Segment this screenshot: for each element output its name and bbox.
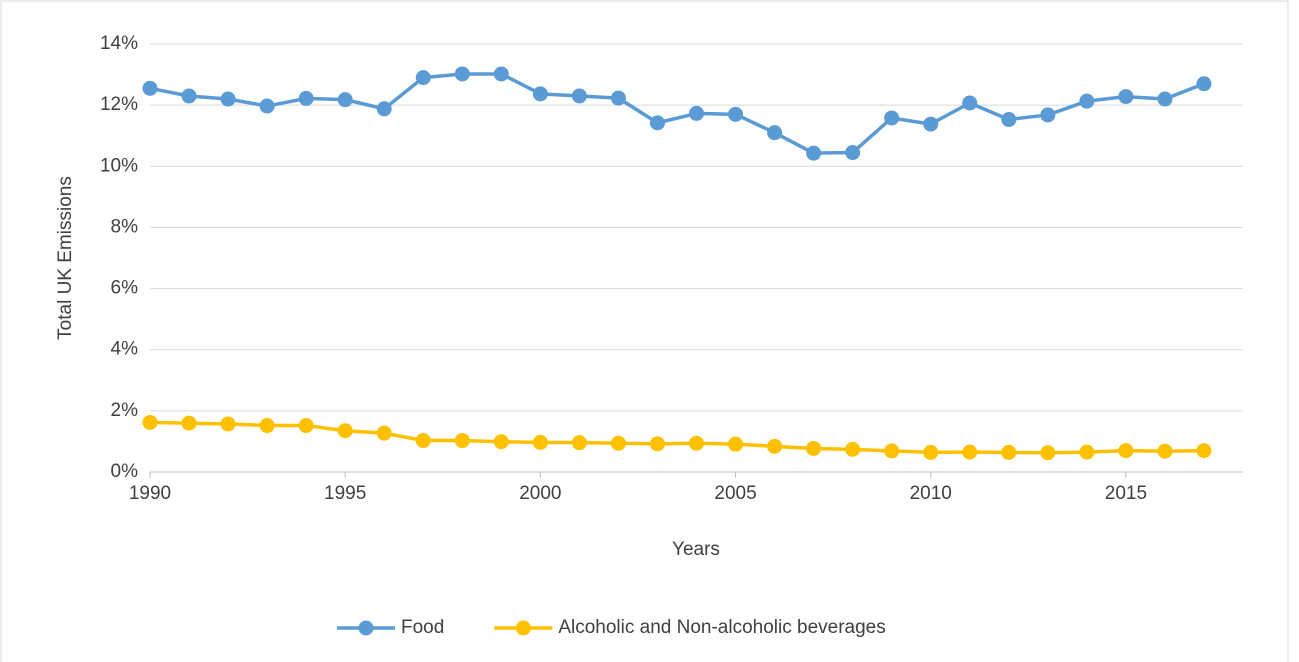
y-tick-label: 8% [111,216,139,237]
data-point [610,90,626,106]
data-point [1157,91,1173,107]
data-point [259,98,275,114]
x-tick-label: 2005 [714,483,756,504]
data-point [1079,444,1095,460]
data-point [1001,112,1017,128]
data-point [298,90,314,106]
data-point [571,435,587,451]
x-tick-label: 2010 [910,483,952,504]
data-point [415,70,431,86]
data-point [1157,443,1173,459]
series-line [149,72,1205,155]
data-point [337,423,353,439]
data-point [298,418,314,434]
data-point [259,418,275,434]
data-point [532,86,548,102]
data-point [806,440,822,456]
data-point [689,105,704,121]
data-point [1079,93,1095,109]
data-point [181,88,197,104]
data-point [571,88,587,104]
data-point [493,66,509,82]
data-point [649,115,665,131]
x-axis-title: Years [672,539,720,560]
y-tick-label: 4% [111,339,139,360]
data-point [1001,444,1017,460]
data-point [845,145,861,161]
data-point [454,66,470,82]
data-point [493,434,509,450]
data-point [376,101,392,117]
data-point [1040,107,1056,123]
data-point [923,116,939,132]
data-point [532,434,548,450]
data-point [1196,443,1212,459]
data-point [1196,76,1212,92]
legend-marker [358,620,374,636]
data-point [884,110,900,126]
data-point [220,416,236,432]
data-point [142,414,158,430]
y-tick-label: 0% [111,461,139,482]
x-tick-label: 2000 [519,483,561,504]
legend-marker [515,620,531,636]
data-point [923,444,939,460]
legend-label: Food [401,617,444,638]
data-point [806,145,822,161]
data-point [1118,89,1134,105]
data-point [767,125,783,141]
data-point [337,92,353,108]
y-tick-label: 2% [111,400,139,421]
data-point [962,444,978,460]
data-point [610,435,626,451]
x-tick-label: 1990 [129,483,171,504]
data-point [415,433,431,449]
data-point [728,436,744,452]
x-tick-label: 2015 [1105,483,1147,504]
data-point [884,443,900,459]
y-tick-label: 10% [100,155,138,176]
data-point [845,441,861,457]
data-point [142,80,158,96]
data-point [649,436,665,452]
data-point [220,91,236,107]
x-tick-label: 1995 [324,483,366,504]
data-point [728,106,744,122]
y-tick-label: 14% [100,33,138,54]
data-point [181,415,197,431]
series-line [149,420,1204,455]
y-tick-label: 12% [100,94,138,115]
data-point [767,438,783,454]
data-point [689,435,704,451]
data-point [1040,445,1056,461]
data-point [1118,443,1134,459]
y-tick-label: 6% [111,278,139,299]
y-axis-title: Total UK Emissions [55,176,76,340]
data-point [376,425,392,441]
data-point [962,95,978,111]
legend-label: Alcoholic and Non-alcoholic beverages [558,617,885,638]
data-point [454,433,470,449]
